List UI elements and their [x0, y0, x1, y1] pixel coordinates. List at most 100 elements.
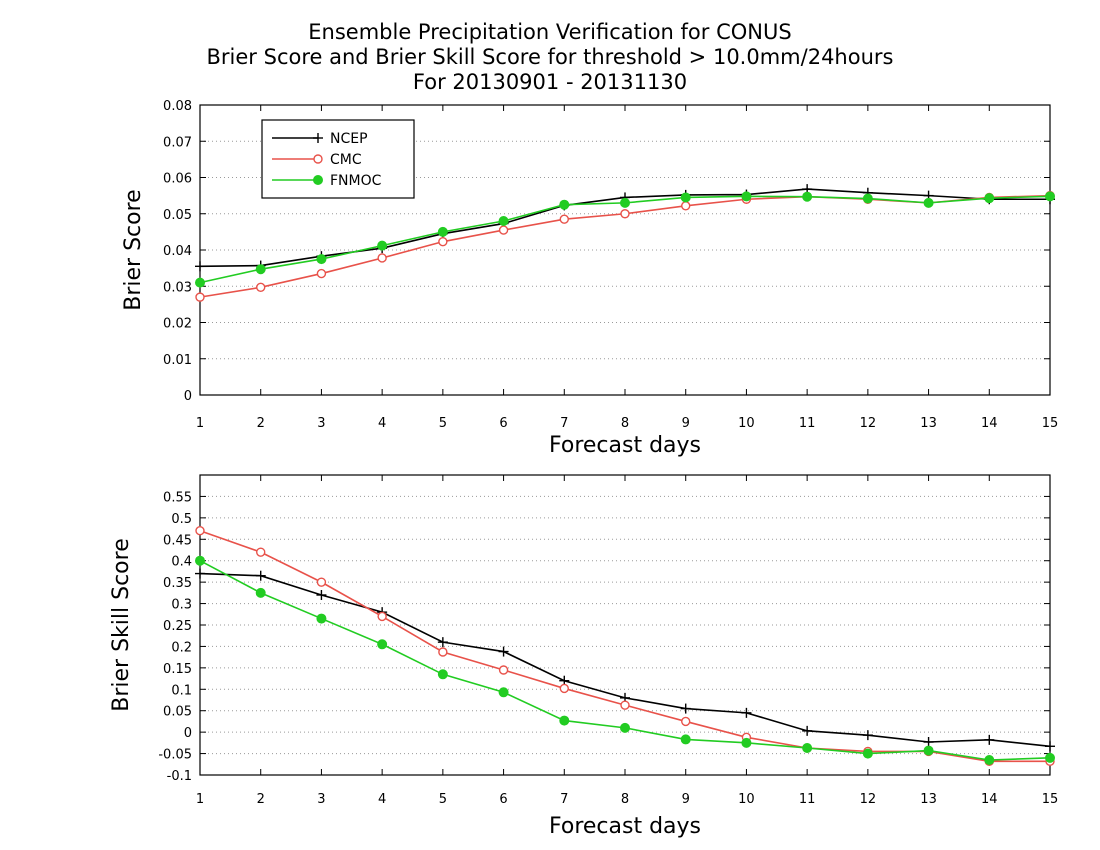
point-ncep	[923, 737, 934, 747]
point-fnmoc	[316, 613, 327, 624]
x-axis-label: Forecast days	[549, 433, 701, 458]
point-fnmoc	[498, 687, 509, 698]
point-cmc	[681, 201, 691, 211]
y-tick-label: 0.1	[171, 683, 192, 698]
x-tick-label: 5	[439, 416, 447, 431]
point-cmc	[923, 198, 934, 208]
y-tick-label: -0.1	[167, 769, 192, 784]
point-fnmoc	[680, 734, 691, 745]
point-fnmoc	[741, 737, 752, 748]
point-cmc	[498, 665, 509, 675]
point-fnmoc	[437, 226, 448, 237]
point-fnmoc	[984, 193, 995, 204]
y-tick-label: 0.25	[163, 619, 192, 634]
point-cmc	[802, 743, 812, 753]
point-ncep	[1045, 741, 1055, 752]
x-tick-label: 5	[439, 792, 447, 807]
point-fnmoc	[559, 199, 570, 210]
point-fnmoc	[1045, 191, 1055, 202]
point-ncep	[498, 218, 509, 229]
point-ncep	[316, 590, 327, 600]
point-cmc	[559, 683, 569, 694]
point-fnmoc	[559, 715, 570, 726]
point-fnmoc	[316, 254, 327, 265]
x-tick-label: 9	[682, 792, 690, 807]
point-ncep	[984, 734, 995, 745]
point-ncep	[377, 243, 388, 254]
point-fnmoc	[862, 748, 873, 759]
point-cmc	[984, 192, 994, 203]
point-cmc	[741, 194, 752, 204]
point-ncep	[1045, 194, 1055, 205]
top-panel: 00.010.020.030.040.050.060.070.081 2 3 4 5 6 7…	[121, 99, 1058, 458]
point-cmc	[863, 194, 873, 204]
series-line-cmc	[199, 194, 1051, 298]
point-cmc	[256, 282, 266, 293]
point-fnmoc	[923, 745, 934, 756]
point-ncep	[680, 703, 691, 714]
point-cmc	[195, 526, 205, 536]
point-ncep	[802, 725, 813, 736]
point-ncep	[741, 707, 752, 718]
point-cmc	[620, 209, 630, 219]
point-ncep	[802, 184, 813, 195]
title-line-1: Ensemble Precipitation Verification for …	[308, 20, 792, 44]
point-cmc	[802, 192, 812, 202]
point-ncep	[195, 261, 205, 272]
point-ncep	[255, 570, 266, 581]
title-line-3: For 20130901 - 20131130	[412, 70, 688, 94]
y-tick-label: 0	[184, 726, 192, 741]
x-tick-label: 13	[920, 416, 937, 431]
y-tick-label: 0.55	[163, 490, 192, 505]
point-fnmoc	[802, 191, 813, 202]
point-fnmoc	[377, 639, 388, 650]
series-line-fnmoc	[199, 560, 1051, 761]
point-fnmoc	[862, 193, 873, 204]
point-cmc	[256, 547, 266, 557]
point-cmc	[316, 577, 327, 587]
y-axis-label: Brier Skill Score	[109, 538, 134, 711]
x-tick-label: 2	[257, 792, 265, 807]
point-ncep	[620, 192, 630, 203]
legend-label-ncep: NCEP	[330, 131, 368, 147]
point-cmc	[559, 214, 569, 224]
x-tick-label: 7	[560, 792, 568, 807]
point-ncep	[923, 190, 934, 201]
x-axis-label: Forecast days	[549, 814, 701, 839]
x-tick-label: 11	[799, 416, 816, 431]
point-ncep	[559, 200, 570, 211]
bottom-panel: -0.1 -0.05 0 0.05 0.1 0.15 0.2 0.25 0.3 0.35 0.4 0.…	[109, 474, 1059, 839]
point-cmc	[377, 611, 387, 622]
y-tick-label: 0.05	[163, 705, 192, 720]
x-tick-label: 6	[499, 792, 507, 807]
x-tick-label: 3	[317, 792, 325, 807]
point-ncep	[195, 568, 205, 579]
plot-frame	[199, 474, 1051, 776]
point-ncep	[498, 646, 509, 657]
point-ncep	[620, 692, 630, 703]
point-ncep	[255, 260, 266, 271]
point-cmc	[984, 756, 994, 766]
point-ncep	[862, 187, 873, 198]
title-line-2: Brier Score and Brier Skill Score for th…	[206, 45, 894, 69]
legend-label-cmc: CMC	[330, 152, 362, 168]
point-fnmoc	[741, 191, 752, 202]
x-tick-label: 13	[920, 792, 937, 807]
point-ncep	[984, 194, 995, 205]
point-ncep	[741, 189, 752, 200]
y-tick-label: 0.06	[163, 172, 192, 187]
point-cmc	[498, 225, 509, 235]
point-fnmoc	[255, 587, 266, 598]
x-tick-label: 15	[1042, 792, 1059, 807]
x-tick-label: 12	[860, 416, 877, 431]
point-ncep	[559, 675, 570, 686]
y-tick-label: 0.2	[171, 640, 192, 655]
x-tick-label: 4	[378, 792, 386, 807]
y-tick-label: 0.04	[163, 244, 192, 259]
point-fnmoc	[620, 722, 630, 733]
x-tick-label: 9	[682, 416, 690, 431]
y-tick-label: 0.03	[163, 280, 192, 295]
point-cmc	[620, 700, 630, 710]
x-tick-label: 8	[621, 416, 629, 431]
